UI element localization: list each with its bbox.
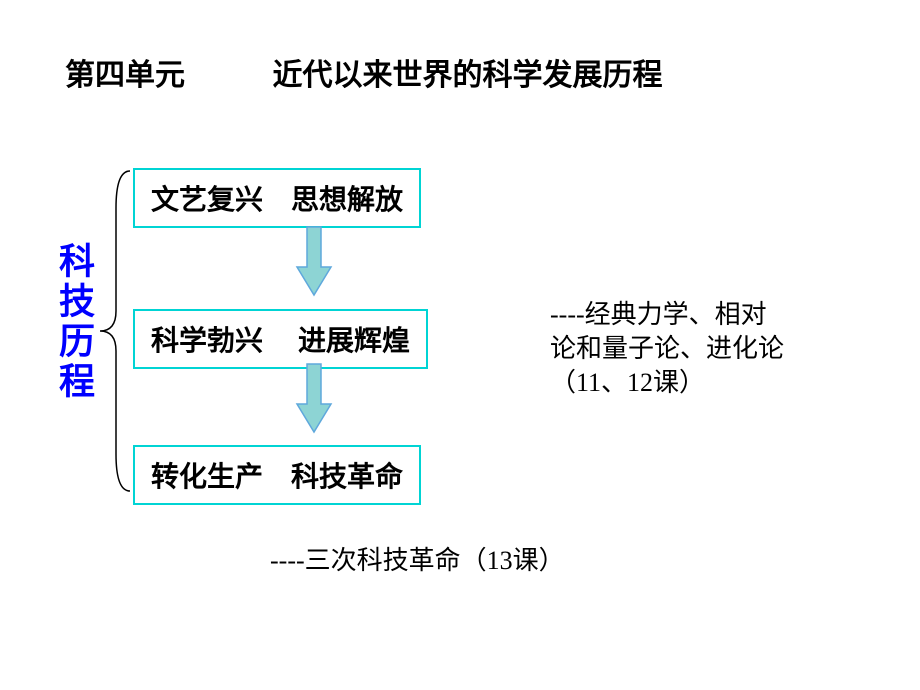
annotation-line: ----经典力学、相对 — [550, 298, 784, 332]
flowchart-node-1: 文艺复兴 思想解放 — [133, 168, 421, 228]
page-title-row: 第四单元 近代以来世界的科学发展历程 — [65, 50, 663, 94]
vertical-axis-label: 科技历程 — [48, 242, 100, 402]
down-arrow-icon — [295, 362, 333, 434]
annotation-line: 论和量子论、进化论 — [550, 332, 784, 366]
flowchart-node-2: 科学勃兴 进展辉煌 — [133, 309, 428, 369]
down-arrow-icon — [295, 225, 333, 297]
left-brace — [96, 168, 132, 494]
annotation-line: （11、12课） — [550, 366, 784, 400]
unit-label: 第四单元 — [65, 50, 185, 94]
main-title: 近代以来世界的科学发展历程 — [273, 50, 663, 94]
annotation-right: ----经典力学、相对 论和量子论、进化论 （11、12课） — [550, 298, 784, 399]
annotation-bottom: ----三次科技革命（13课） — [270, 540, 565, 577]
flowchart-node-3: 转化生产 科技革命 — [133, 445, 421, 505]
